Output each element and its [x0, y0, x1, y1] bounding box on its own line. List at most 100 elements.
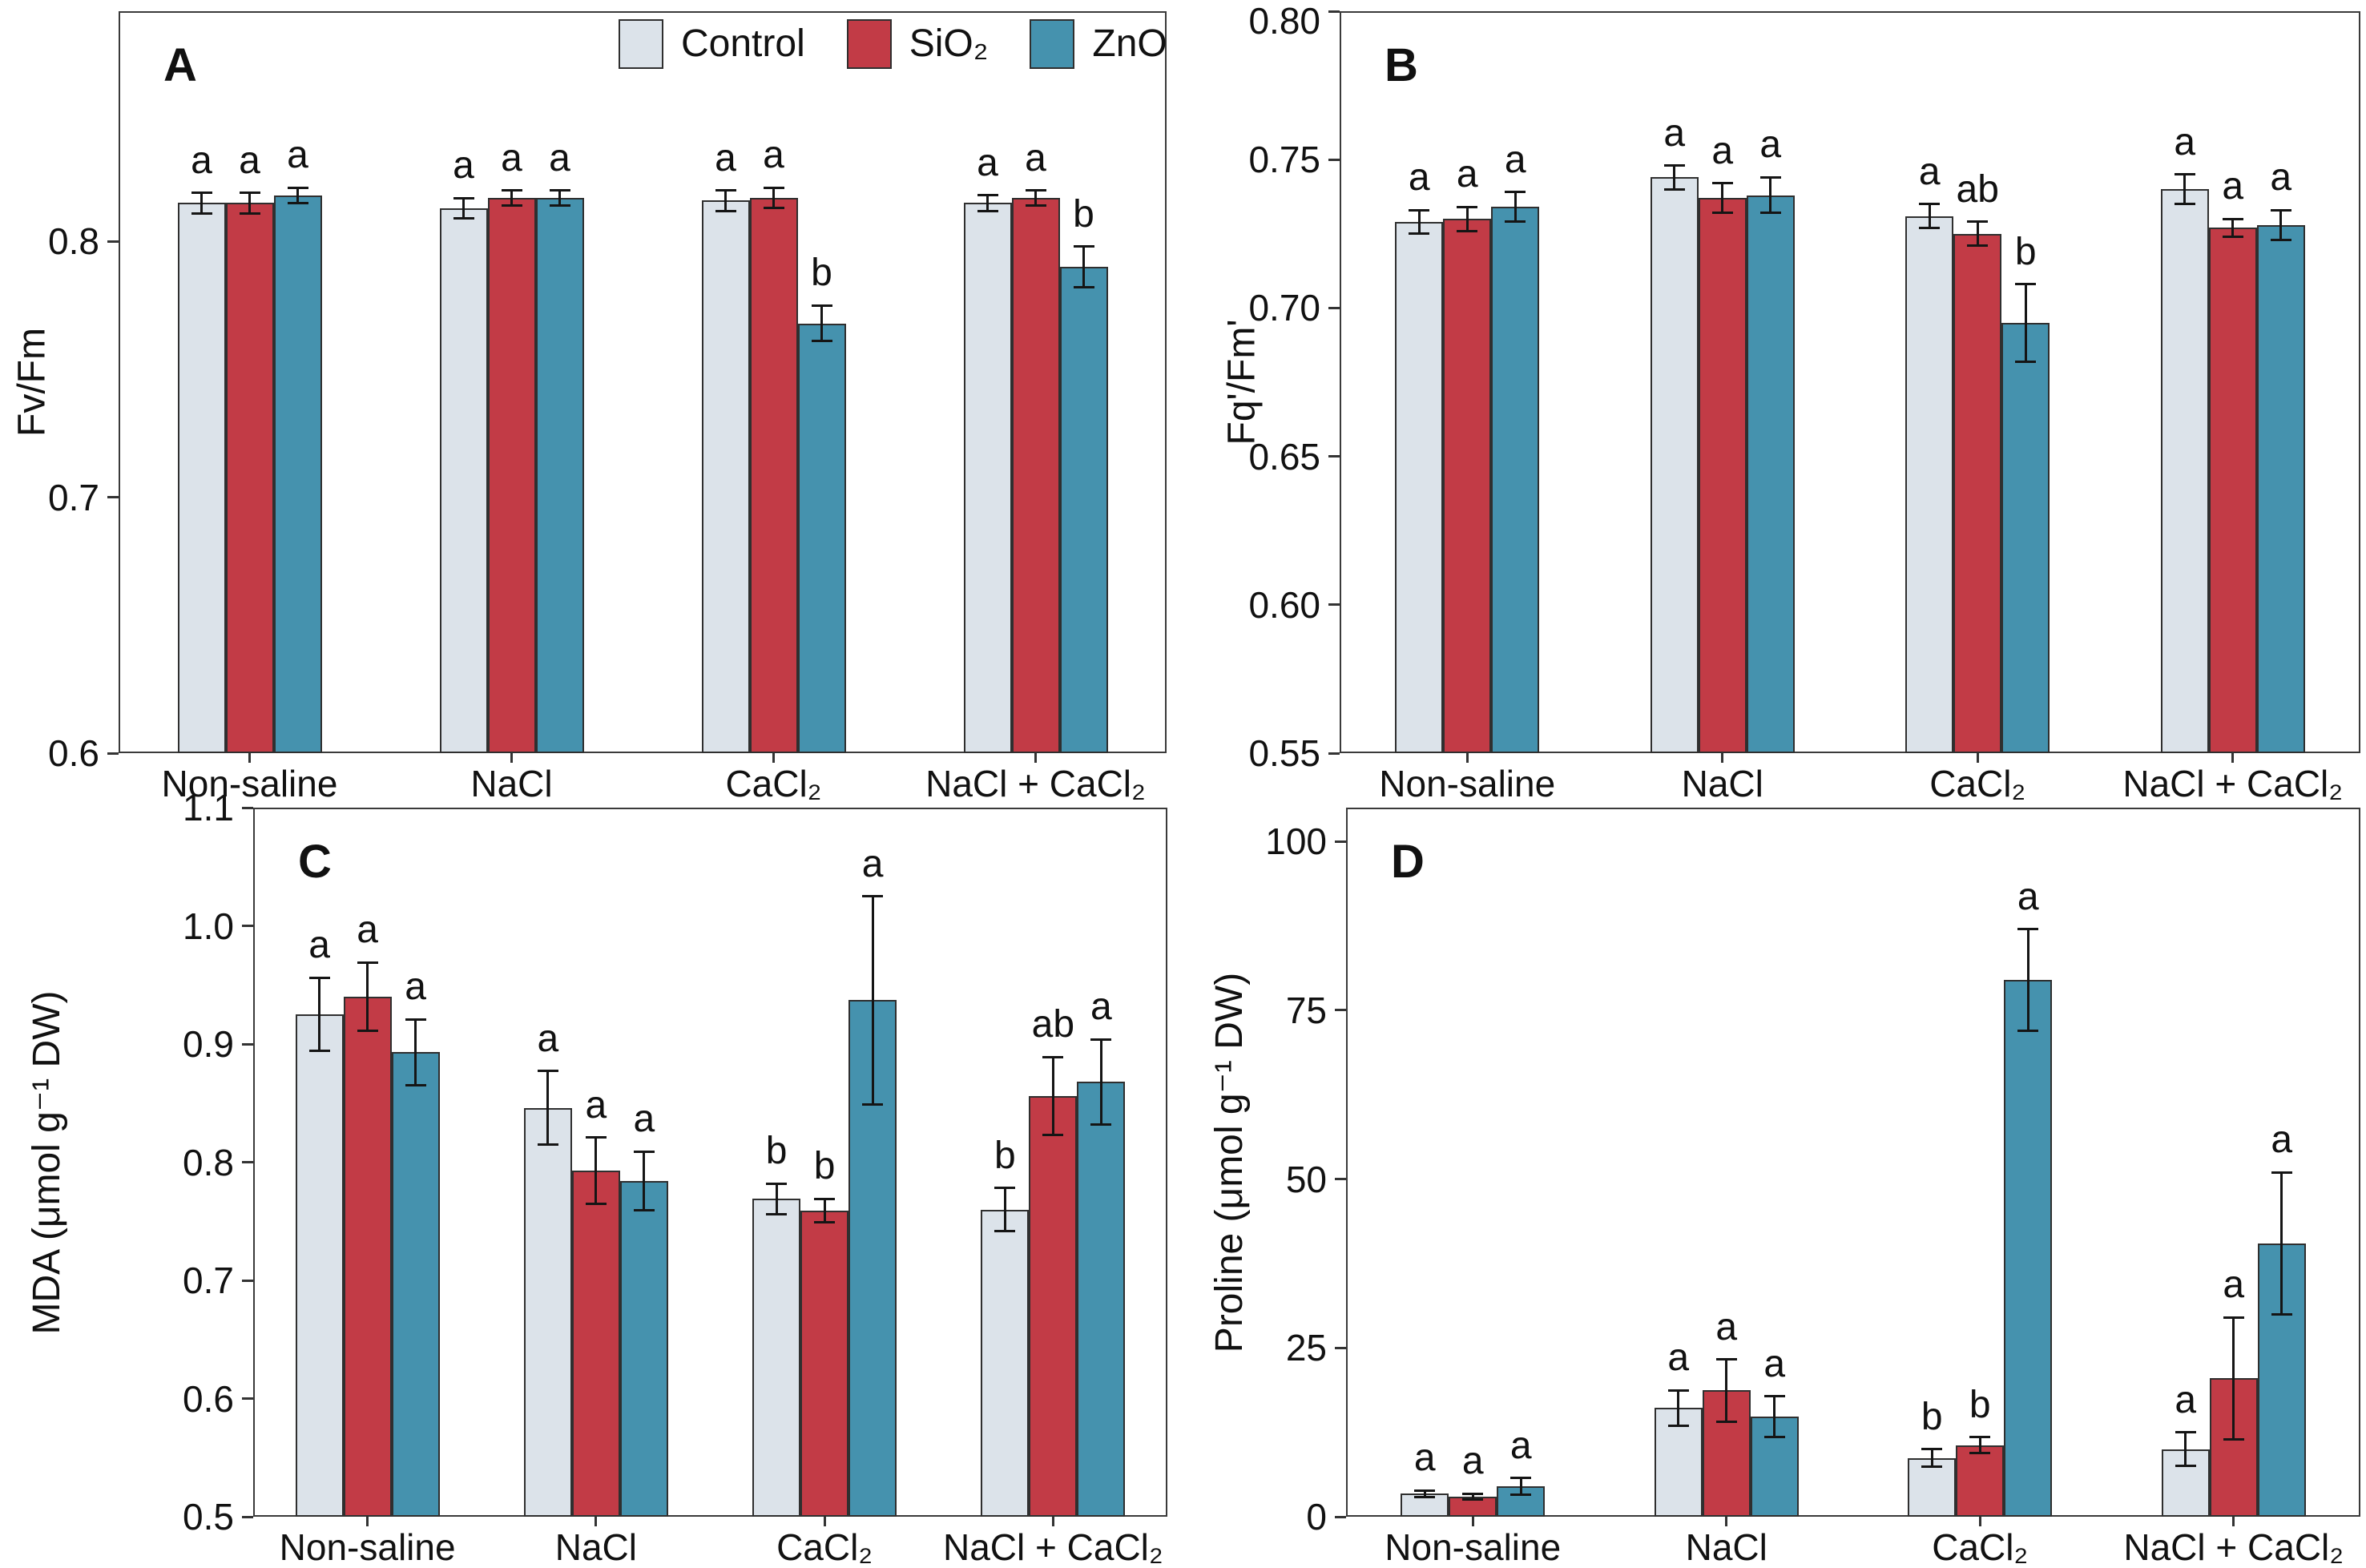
legend-label: ZnO	[1092, 22, 1167, 65]
error-bar-cap-bottom	[287, 201, 308, 204]
error-bar-cap-top	[2015, 283, 2037, 286]
y-tick-mark	[242, 1515, 253, 1518]
significance-letter: a	[1918, 150, 1941, 193]
significance-letter: b	[1969, 1383, 1991, 1426]
legend: Control SiO₂ ZnO	[619, 19, 1167, 69]
legend-item-sio2: SiO₂	[846, 19, 989, 69]
y-tick-mark	[1335, 1009, 1346, 1012]
x-tick-mark	[248, 753, 251, 763]
error-bar-cap-bottom	[549, 204, 570, 208]
error-bar	[2024, 284, 2027, 362]
error-bar-cap-top	[2223, 1316, 2244, 1319]
x-tick-label: Non-saline	[279, 1526, 456, 1568]
legend-item-control: Control	[619, 19, 805, 69]
x-tick-mark	[2231, 753, 2235, 763]
error-bar-cap-top	[2174, 173, 2195, 176]
x-tick-label: CaCl₂	[776, 1526, 873, 1568]
error-bar	[2183, 174, 2187, 204]
x-tick-mark	[1034, 753, 1037, 763]
error-bar-cap-top	[549, 189, 570, 192]
significance-letter: a	[1711, 129, 1734, 172]
error-bar-cap-bottom	[862, 1102, 884, 1106]
bar-zno	[535, 198, 584, 753]
x-tick-mark	[1051, 1517, 1054, 1526]
significance-letter: a	[1667, 1336, 1690, 1380]
panel-letter-B: B	[1385, 39, 1418, 91]
error-bar-cap-top	[191, 191, 212, 195]
x-tick-mark	[1471, 1517, 1474, 1526]
error-bar-cap-bottom	[1715, 1420, 1737, 1423]
y-tick-label: 0.8	[183, 1141, 234, 1183]
error-bar-cap-top	[501, 189, 522, 192]
y-tick-label: 0.7	[183, 1260, 234, 1301]
bar-control	[1650, 177, 1699, 753]
y-tick-mark	[1328, 455, 1340, 458]
error-bar-cap-top	[1967, 220, 1989, 224]
x-tick-mark	[1725, 1517, 1728, 1526]
bar-zno	[2004, 979, 2053, 1517]
x-tick-label: Non-saline	[1385, 1526, 1562, 1568]
significance-letter: b	[811, 252, 832, 295]
significance-letter: a	[501, 136, 522, 179]
error-bar-cap-top	[633, 1150, 655, 1153]
error-bar-cap-bottom	[2271, 1312, 2292, 1316]
legend-label: SiO₂	[909, 22, 989, 65]
error-bar-cap-bottom	[1414, 1496, 1436, 1499]
error-bar-cap-bottom	[1457, 229, 1478, 232]
error-bar	[1417, 210, 1421, 234]
error-bar	[1003, 1187, 1006, 1231]
panel-letter-D: D	[1391, 836, 1425, 888]
error-bar-cap-bottom	[2015, 360, 2037, 363]
error-bar	[414, 1019, 417, 1086]
significance-letter: a	[453, 144, 474, 187]
x-tick-label: Non-saline	[1379, 763, 1556, 804]
bar-sio	[1956, 1445, 2005, 1517]
significance-letter: ab	[1031, 1003, 1075, 1046]
error-bar-cap-bottom	[1763, 1436, 1785, 1439]
error-bar-cap-top	[357, 961, 378, 964]
y-tick-mark	[107, 240, 119, 243]
y-tick-label: 0.70	[1248, 287, 1320, 329]
error-bar	[200, 192, 203, 214]
error-bar-cap-bottom	[1510, 1493, 1532, 1496]
error-bar-cap-top	[1505, 191, 1526, 194]
y-tick-label: 0.80	[1248, 0, 1320, 42]
error-bar	[820, 305, 823, 341]
legend-swatch-icon	[619, 19, 663, 69]
y-tick-label: 100	[1265, 820, 1327, 863]
error-bar-cap-bottom	[2223, 1437, 2244, 1441]
error-bar-cap-top	[763, 186, 784, 189]
bar-sio	[1029, 1095, 1078, 1517]
error-bar-cap-top	[1663, 164, 1685, 167]
bar-control	[1905, 216, 1954, 753]
bar-sio	[749, 198, 798, 753]
error-bar	[1773, 1396, 1776, 1437]
error-bar-cap-top	[2271, 1171, 2292, 1174]
significance-letter: b	[1921, 1395, 1943, 1438]
y-tick-mark	[1328, 603, 1340, 607]
error-bar-cap-bottom	[2222, 236, 2243, 238]
bar-zno	[619, 1181, 668, 1517]
legend-swatch-icon	[846, 19, 892, 69]
significance-letter: a	[2222, 165, 2244, 208]
bar-sio	[1698, 198, 1747, 753]
error-bar-cap-top	[1409, 208, 1430, 212]
error-bar	[1677, 1390, 1680, 1426]
error-bar-cap-bottom	[537, 1143, 558, 1146]
bar-sio	[1011, 198, 1060, 753]
x-tick-mark	[772, 753, 775, 763]
x-tick-label: NaCl + CaCl₂	[925, 763, 1146, 804]
bar-control	[295, 1014, 344, 1517]
error-bar	[462, 198, 465, 219]
x-tick-label: NaCl + CaCl₂	[942, 1526, 1163, 1568]
bar-zno	[797, 323, 846, 753]
significance-letter: a	[1759, 123, 1782, 167]
significance-letter: a	[287, 134, 308, 177]
significance-letter: a	[1413, 1437, 1436, 1480]
x-tick-mark	[2232, 1517, 2235, 1526]
error-bar	[772, 187, 775, 208]
error-bar-cap-top	[453, 196, 474, 200]
y-tick-mark	[1328, 158, 1340, 161]
error-bar-cap-bottom	[357, 1030, 378, 1033]
legend-label: Control	[681, 22, 805, 65]
